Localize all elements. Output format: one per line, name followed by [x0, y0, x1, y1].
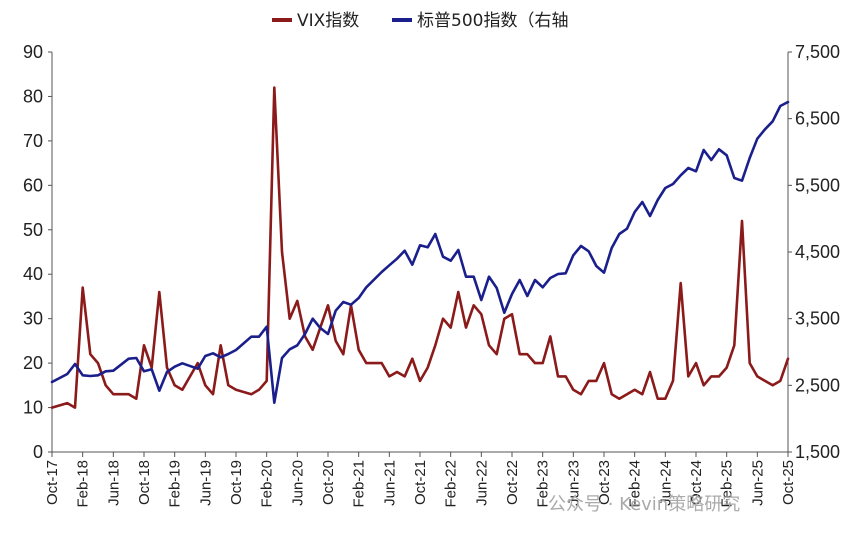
y-left-tick-label: 60 — [23, 175, 43, 195]
watermark: 公众号 · Kevin策略研究 — [548, 494, 740, 515]
x-tick-label: Jun-25 — [749, 460, 766, 506]
x-tick-label: Feb-18 — [75, 460, 92, 508]
x-tick-label: Jun-19 — [197, 460, 214, 506]
x-tick-label: Feb-24 — [627, 460, 644, 508]
y-left-tick-label: 30 — [23, 309, 43, 329]
y-right-tick-label: 1,500 — [795, 442, 840, 462]
x-tick-label: Feb-20 — [259, 460, 276, 508]
y-right-tick-label: 4,500 — [795, 242, 840, 262]
x-tick-label: Oct-24 — [688, 460, 705, 505]
x-tick-label: Feb-19 — [167, 460, 184, 508]
y-left-tick-label: 90 — [23, 42, 43, 62]
y-right-tick-label: 7,500 — [795, 42, 840, 62]
y-left-tick-label: 10 — [23, 398, 43, 418]
x-tick-label: Feb-21 — [351, 460, 368, 508]
y-right-tick-label: 2,500 — [795, 375, 840, 395]
x-tick-label: Feb-25 — [719, 460, 736, 508]
y-left-tick-label: 70 — [23, 131, 43, 151]
x-tick-label: Oct-18 — [136, 460, 153, 505]
x-tick-label: Oct-21 — [412, 460, 429, 505]
legend: VIX指数 标普500指数（右轴 — [272, 11, 568, 31]
x-tick-label: Oct-23 — [596, 460, 613, 505]
x-tick-label: Oct-19 — [228, 460, 245, 505]
x-tick-label: Jun-20 — [289, 460, 306, 506]
series-line-vix — [50, 86, 790, 409]
series-line-sp500 — [50, 100, 790, 405]
y-left-tick-label: 50 — [23, 220, 43, 240]
x-tick-label: Oct-20 — [320, 460, 337, 505]
x-tick-label: Feb-23 — [535, 460, 552, 508]
x-tick-label: Jun-23 — [565, 460, 582, 506]
y-left-tick-label: 80 — [23, 86, 43, 106]
axes: 0 10 20 30 40 50 60 70 80 90 1,500 2,500 3,500 4,500 5… — [23, 42, 840, 508]
x-tick-label: Jun-21 — [381, 460, 398, 506]
legend-label-sp500: 标普500指数（右轴 — [417, 11, 568, 31]
x-tick-label: Feb-22 — [443, 460, 460, 508]
y-right-tick-label: 6,500 — [795, 109, 840, 129]
y-right-tick-label: 5,500 — [795, 175, 840, 195]
y-left-tick-label: 40 — [23, 264, 43, 284]
x-tick-label: Oct-22 — [504, 460, 521, 505]
x-tick-label: Oct-25 — [780, 460, 797, 505]
x-tick-label: Jun-24 — [657, 460, 674, 506]
series-layer — [50, 86, 790, 409]
y-right-tick-label: 3,500 — [795, 309, 840, 329]
legend-label-vix: VIX指数 — [297, 11, 359, 31]
y-left-tick-label: 20 — [23, 353, 43, 373]
y-left-tick-label: 0 — [33, 442, 43, 462]
x-tick-label: Jun-18 — [105, 460, 122, 506]
x-tick-label: Oct-17 — [44, 460, 61, 505]
x-tick-label: Jun-22 — [473, 460, 490, 506]
